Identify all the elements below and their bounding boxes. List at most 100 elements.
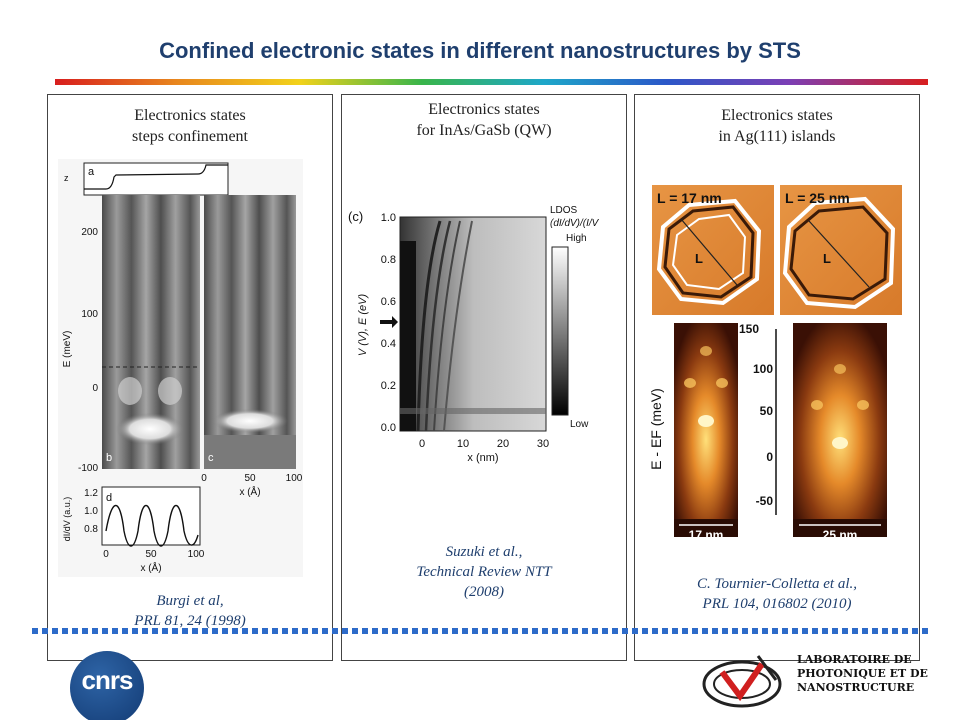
d-y-tick: 1.0 xyxy=(84,506,98,517)
panel-b-spot xyxy=(158,377,182,405)
panel-b-label: b xyxy=(106,452,112,464)
panel-d-oscillation-curve xyxy=(105,505,199,547)
map-spot xyxy=(716,378,728,388)
island-outline xyxy=(671,213,747,291)
scale-bar-band xyxy=(793,519,887,537)
map-bright-spot xyxy=(832,437,848,449)
panel-c-label: c xyxy=(208,452,214,464)
slide-title: Confined electronic states in different … xyxy=(159,38,801,63)
d-y-axis-label: dI/dV (a.u.) xyxy=(62,497,72,542)
panel-d-label: d xyxy=(106,492,112,504)
figure-panel-label: (c) xyxy=(348,209,363,224)
colorbar-low-label: Low xyxy=(570,419,589,430)
length-line xyxy=(680,218,738,286)
map-bright-spot xyxy=(698,415,714,427)
panel-title-line2: for InAs/GaSb (QW) xyxy=(416,122,552,139)
y-tick: 0 xyxy=(766,450,773,464)
y-tick: 0.6 xyxy=(381,296,396,308)
lab-name-line3: NANOSTRUCTURE xyxy=(797,681,915,694)
lpn-logo-icon xyxy=(702,655,782,708)
citation-line1: Suzuki et al., xyxy=(445,544,523,560)
panel-title-line1: Electronics states xyxy=(721,107,833,124)
length-marker: L xyxy=(695,251,703,266)
panel-title-line1: Electronics states xyxy=(134,107,246,124)
panel-title-line1: Electronics states xyxy=(428,101,540,118)
y-tick: 1.0 xyxy=(381,212,396,224)
panel-ag-islands: Electronics states in Ag(111) islands L … xyxy=(634,94,920,661)
d-x-tick: 50 xyxy=(145,549,157,560)
ldos-band xyxy=(424,220,452,432)
panel-a-label: a xyxy=(88,166,95,178)
y-tick: 150 xyxy=(739,322,759,336)
y-tick: 0.0 xyxy=(381,422,396,434)
y-tick: 200 xyxy=(81,227,98,238)
map-spot xyxy=(811,400,823,410)
scale-bar-band xyxy=(674,519,738,537)
colorbar-title-line2: (dI/dV)/(I/V xyxy=(550,218,600,229)
citation-line2: PRL 104, 016802 (2010) xyxy=(702,596,852,612)
scale-label-25nm: 25 nm xyxy=(823,528,858,542)
arrow-marker xyxy=(380,316,398,328)
ldos-band xyxy=(433,220,461,432)
d-x-tick: 0 xyxy=(103,549,109,560)
x-tick: 0 xyxy=(201,473,207,484)
y-tick: -50 xyxy=(756,494,774,508)
panel-a-frame xyxy=(83,162,229,196)
map-spot xyxy=(684,378,696,388)
x-tick: 30 xyxy=(537,438,549,450)
y-axis-label: E - EF (meV) xyxy=(648,388,664,470)
map-spot xyxy=(700,346,712,356)
island-outline xyxy=(656,198,762,306)
x-tick: 20 xyxy=(497,438,509,450)
island-outline xyxy=(789,205,889,301)
panel-b-bright-spot xyxy=(116,413,184,445)
lab-name: LABORATOIRE DE PHOTONIQUE ET DE NANOSTRU… xyxy=(797,653,937,695)
y-tick: 0.2 xyxy=(381,380,396,392)
x-tick: 50 xyxy=(244,473,256,484)
x-tick: 10 xyxy=(457,438,469,450)
island2-label: L = 25 nm xyxy=(785,190,850,206)
panel-c-lower-band xyxy=(204,435,296,469)
map-spot xyxy=(834,364,846,374)
scale-label-17nm: 17 nm xyxy=(689,528,724,542)
island-outline xyxy=(663,205,755,299)
ldos-band xyxy=(416,220,442,432)
colorbar-high-label: High xyxy=(566,233,587,244)
ldos-band xyxy=(443,220,473,432)
cnrs-logo: cnrs xyxy=(70,651,144,720)
colorbar-title-line1: LDOS xyxy=(550,205,578,216)
citation-line2: PRL 81, 24 (1998) xyxy=(134,613,246,629)
citation-line2: Technical Review NTT xyxy=(416,564,552,580)
y-tick: 100 xyxy=(81,309,98,320)
y-tick: 0.4 xyxy=(381,338,396,350)
citation-line1: C. Tournier-Colletta et al., xyxy=(697,576,857,592)
ag-islands-figure: L = 17 nm L L = 25 nm L 17 nm 150 100 50… xyxy=(648,185,902,542)
y-axis-label: E (meV) xyxy=(62,331,73,368)
island1-label: L = 17 nm xyxy=(657,190,722,206)
panel-steps-confinement: Electronics states steps confinement a z… xyxy=(47,94,333,661)
x-axis-label: x (nm) xyxy=(467,452,498,464)
map-spot xyxy=(857,400,869,410)
panel-c-bright-spot xyxy=(212,409,288,433)
ldos-map-17nm xyxy=(674,323,738,535)
y-tick: 0 xyxy=(92,383,98,394)
d-x-axis-label: x (Å) xyxy=(140,561,161,574)
rainbow-divider xyxy=(55,79,928,85)
y-tick: -100 xyxy=(78,463,98,474)
lab-name-line2: PHOTONIQUE ET DE xyxy=(797,667,928,680)
citation-line1: Burgi et al, xyxy=(156,593,224,609)
z-label: z xyxy=(64,173,69,183)
colorbar xyxy=(551,246,569,416)
x-axis-label: x (Å) xyxy=(239,485,260,498)
panel-title-line2: in Ag(111) islands xyxy=(718,128,836,145)
steps-confinement-figure: a z b c 200 100 0 -100 E (meV) 0 50 100 … xyxy=(58,159,303,577)
y-tick: 50 xyxy=(760,404,774,418)
lab-name-line1: LABORATOIRE DE xyxy=(797,653,912,666)
length-marker: L xyxy=(823,251,831,266)
d-y-tick: 1.2 xyxy=(84,488,98,499)
inas-gasb-figure: (c) 1.0 0.8 0.6 0.4 0.2 0.0 V (V), E (eV… xyxy=(348,205,600,464)
citation-line3: (2008) xyxy=(464,584,504,600)
ldos-dark-edge xyxy=(400,241,416,431)
panel-c-image xyxy=(204,195,296,435)
panel-b-spot xyxy=(118,377,142,405)
